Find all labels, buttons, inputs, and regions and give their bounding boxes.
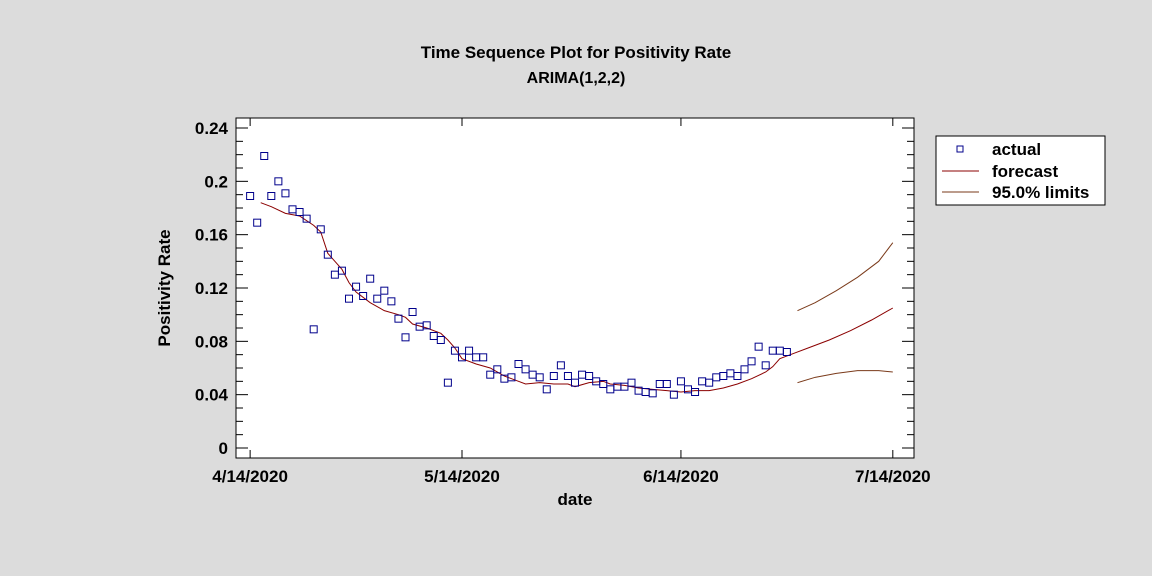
actual-point (458, 353, 466, 362)
actual-point (316, 225, 325, 234)
y-axis-label: Positivity Rate (155, 229, 174, 346)
actual-point (267, 192, 276, 200)
actual-point (352, 282, 361, 291)
actual-point (345, 294, 353, 303)
actual-point (669, 390, 678, 399)
actual-point (394, 314, 403, 323)
y-tick-label: 0.04 (195, 386, 229, 405)
x-tick-label: 4/14/2020 (212, 467, 288, 486)
actual-point (740, 365, 749, 374)
y-tick-label: 0.16 (195, 226, 228, 245)
x-axis-label: date (558, 490, 593, 509)
actual-point (521, 365, 530, 374)
legend-forecast-label: forecast (992, 162, 1058, 181)
actual-point (281, 189, 290, 198)
actual-point (648, 389, 657, 398)
actual-point (761, 361, 770, 370)
actual-point (309, 325, 318, 334)
actual-point (599, 380, 608, 388)
y-tick-labels: 0 0.04 0.08 0.12 0.16 0.2 0.24 (195, 119, 229, 458)
x-tick-label: 7/14/2020 (855, 467, 931, 486)
actual-point (337, 266, 346, 275)
actual-point (676, 377, 685, 386)
actual-point (705, 378, 714, 387)
actual-point (387, 297, 396, 306)
actual-point (733, 372, 742, 380)
actual-point (274, 177, 283, 186)
plot-area (235, 117, 915, 459)
actual-point (662, 380, 671, 388)
actual-point (380, 286, 389, 295)
chart-title: Time Sequence Plot for Positivity Rate (421, 43, 732, 62)
actual-point (302, 214, 311, 223)
actual-points (246, 152, 791, 399)
actual-point (514, 360, 523, 368)
actual-point (585, 372, 594, 380)
axis-ticks (236, 118, 914, 458)
actual-point (450, 346, 459, 355)
y-tick-label: 0.24 (195, 119, 229, 138)
y-tick-label: 0.2 (204, 172, 228, 191)
actual-point (571, 378, 579, 387)
actual-point (535, 373, 544, 382)
actual-point (556, 361, 565, 370)
actual-point (486, 370, 495, 379)
actual-point (373, 294, 382, 303)
x-tick-label: 5/14/2020 (424, 467, 500, 486)
upper-limit-line (797, 242, 894, 312)
actual-point (627, 378, 636, 387)
series-lines (260, 202, 894, 393)
actual-point (479, 353, 488, 362)
actual-point (422, 321, 431, 330)
actual-point (747, 357, 756, 366)
legend-actual-label: actual (992, 140, 1041, 159)
y-tick-label: 0 (219, 439, 228, 458)
actual-point (295, 208, 304, 216)
forecast-line (260, 202, 894, 393)
lower-limit-line (797, 370, 893, 384)
actual-point (359, 292, 368, 300)
actual-point (366, 274, 375, 283)
actual-point (691, 388, 700, 396)
x-tick-label: 6/14/2020 (643, 467, 719, 486)
actual-point (542, 385, 551, 394)
actual-point (493, 365, 502, 374)
actual-point (465, 346, 474, 355)
actual-point (507, 373, 516, 382)
actual-point (323, 250, 332, 259)
legend-actual-marker (956, 145, 964, 153)
actual-point (549, 372, 558, 380)
actual-point (260, 152, 269, 160)
actual-point (782, 348, 791, 356)
actual-point (443, 378, 452, 387)
y-tick-label: 0.12 (195, 279, 228, 298)
actual-point (246, 192, 255, 200)
legend-limits-label: 95.0% limits (992, 183, 1089, 202)
x-tick-labels: 4/14/2020 5/14/2020 6/14/2020 7/14/2020 (212, 467, 930, 486)
actual-point (408, 308, 417, 316)
actual-point (754, 342, 763, 351)
actual-point (563, 372, 572, 380)
legend: actual forecast 95.0% limits (935, 135, 1106, 206)
actual-point (253, 218, 262, 227)
actual-point (401, 333, 410, 342)
actual-point (436, 336, 445, 344)
chart-subtitle: ARIMA(1,2,2) (527, 70, 626, 87)
y-tick-label: 0.08 (195, 332, 228, 351)
